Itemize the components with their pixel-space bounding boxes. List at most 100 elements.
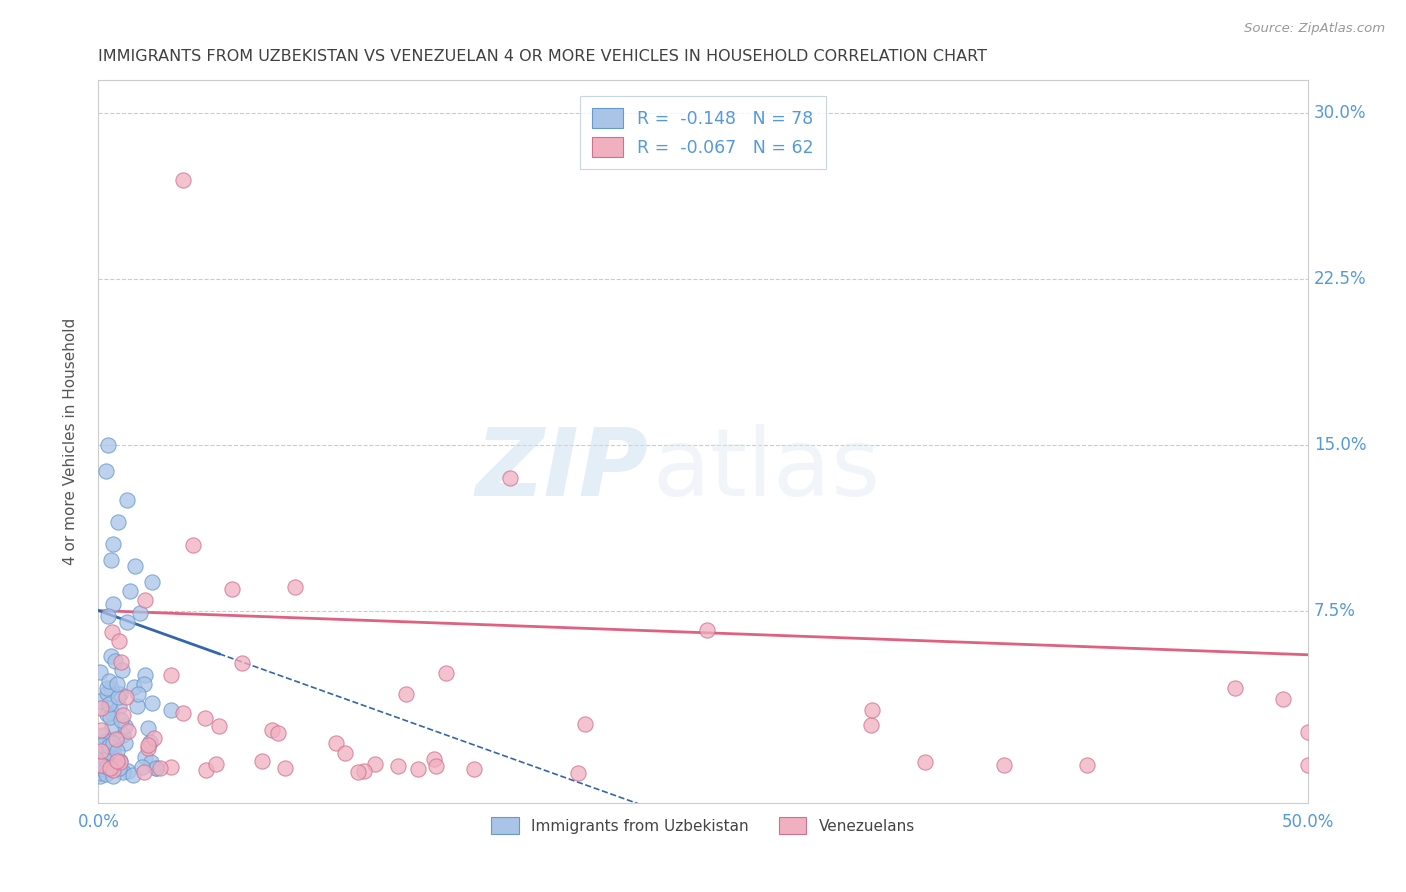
Point <box>90 744 112 758</box>
Point <box>98 748 121 763</box>
Point <box>100 681 122 696</box>
Point <box>110 755 132 769</box>
Point <box>112 728 135 742</box>
Point <box>195 763 218 777</box>
Point <box>101 720 124 734</box>
Point <box>117 493 139 508</box>
Point <box>93 746 115 760</box>
Point <box>498 471 520 485</box>
Point <box>97 739 120 754</box>
Point <box>103 598 125 612</box>
Point <box>90 723 112 738</box>
Point <box>107 690 129 705</box>
Point <box>567 766 589 780</box>
Point <box>172 706 194 721</box>
Point <box>93 748 115 763</box>
Point <box>122 768 145 782</box>
Point <box>221 582 243 596</box>
Point <box>90 757 112 772</box>
Legend: Immigrants from Uzbekistan, Venezuelans: Immigrants from Uzbekistan, Venezuelans <box>484 809 922 842</box>
Point <box>333 747 356 761</box>
Point <box>859 717 882 731</box>
Point <box>108 687 131 701</box>
Point <box>267 725 290 739</box>
Point <box>94 734 117 748</box>
Point <box>1296 758 1319 772</box>
Point <box>993 758 1015 772</box>
Point <box>141 697 163 711</box>
Point <box>142 731 165 745</box>
Point <box>89 766 111 780</box>
Text: atlas: atlas <box>652 425 880 516</box>
Point <box>101 763 124 777</box>
Point <box>1076 757 1098 772</box>
Point <box>111 708 134 723</box>
Point <box>100 735 122 749</box>
Point <box>96 681 118 696</box>
Point <box>434 666 457 681</box>
Point <box>231 656 253 670</box>
Point <box>139 755 162 769</box>
Point <box>127 687 149 701</box>
Text: 7.5%: 7.5% <box>1313 601 1355 620</box>
Point <box>94 767 117 781</box>
Point <box>138 721 160 735</box>
Text: 15.0%: 15.0% <box>1313 436 1367 454</box>
Point <box>353 764 375 779</box>
Point <box>96 707 118 722</box>
Point <box>89 665 111 679</box>
Point <box>97 745 120 759</box>
Point <box>108 755 131 769</box>
Point <box>1223 681 1246 695</box>
Point <box>101 537 124 551</box>
Point <box>90 700 112 714</box>
Point <box>103 747 125 762</box>
Point <box>1296 725 1319 739</box>
Point <box>104 654 127 668</box>
Point <box>125 698 148 713</box>
Point <box>325 736 347 750</box>
Point <box>145 761 167 775</box>
Point <box>105 732 128 747</box>
Point <box>100 648 122 663</box>
Point <box>114 690 136 705</box>
Point <box>98 733 121 747</box>
Point <box>395 687 418 701</box>
Point <box>91 729 114 743</box>
Point <box>160 760 183 774</box>
Point <box>134 749 156 764</box>
Point <box>97 609 120 624</box>
Point <box>134 677 156 691</box>
Point <box>104 731 127 746</box>
Point <box>422 752 444 766</box>
Point <box>94 464 117 478</box>
Point <box>108 699 131 714</box>
Point <box>105 755 128 769</box>
Point <box>98 701 121 715</box>
Point <box>134 667 156 681</box>
Point <box>111 663 134 677</box>
Point <box>114 719 136 733</box>
Point <box>136 740 159 755</box>
Point <box>129 606 152 620</box>
Point <box>98 698 121 712</box>
Y-axis label: 4 or more Vehicles in Household: 4 or more Vehicles in Household <box>63 318 77 566</box>
Point <box>91 762 114 776</box>
Point <box>90 759 112 773</box>
Point <box>124 559 146 574</box>
Point <box>100 553 122 567</box>
Point <box>91 739 114 753</box>
Point <box>115 615 138 629</box>
Point <box>114 736 136 750</box>
Point <box>194 711 217 725</box>
Point <box>101 739 124 754</box>
Point <box>574 716 596 731</box>
Point <box>111 765 134 780</box>
Point <box>96 760 118 774</box>
Text: IMMIGRANTS FROM UZBEKISTAN VS VENEZUELAN 4 OR MORE VEHICLES IN HOUSEHOLD CORRELA: IMMIGRANTS FROM UZBEKISTAN VS VENEZUELAN… <box>98 49 987 64</box>
Point <box>103 736 125 750</box>
Point <box>101 769 124 783</box>
Point <box>98 710 121 724</box>
Point <box>145 761 167 775</box>
Point <box>172 172 194 186</box>
